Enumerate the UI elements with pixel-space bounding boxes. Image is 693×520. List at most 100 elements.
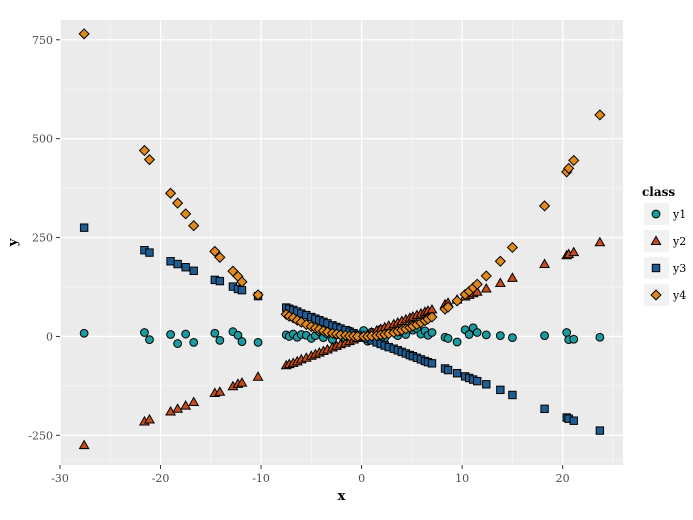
point-y1 xyxy=(237,337,247,346)
panel-background xyxy=(60,20,623,465)
x-tick-label: -30 xyxy=(51,472,69,485)
point-y1 xyxy=(181,329,191,339)
point-y4 xyxy=(138,144,151,157)
point-y4 xyxy=(172,197,184,209)
y-axis-title: y xyxy=(6,238,21,247)
point-y2 xyxy=(568,246,580,257)
point-y3 xyxy=(79,223,89,232)
point-y4 xyxy=(188,220,200,232)
point-y4 xyxy=(568,154,580,167)
point-y4 xyxy=(143,154,156,166)
point-y3 xyxy=(145,248,154,257)
point-y1 xyxy=(569,334,579,344)
point-y1 xyxy=(481,330,491,340)
point-y4 xyxy=(442,301,454,313)
y-tick-label: -250 xyxy=(28,429,53,442)
point-y2 xyxy=(236,377,248,387)
point-y4 xyxy=(480,270,492,282)
legend-label-y1: y1 xyxy=(672,208,686,221)
point-y1 xyxy=(166,330,175,339)
point-y1 xyxy=(173,339,183,348)
point-y2 xyxy=(165,405,177,416)
point-y1 xyxy=(145,335,154,345)
point-y2 xyxy=(144,413,155,424)
y-tick-label: 0 xyxy=(46,330,53,343)
point-y1 xyxy=(472,328,482,337)
point-y2 xyxy=(214,386,226,396)
point-y4 xyxy=(451,295,463,307)
x-tick-label: -10 xyxy=(252,472,270,485)
point-y3 xyxy=(473,376,482,386)
point-y3 xyxy=(181,263,190,272)
point-y1 xyxy=(233,330,243,340)
point-y3 xyxy=(452,369,462,378)
x-tick-label: 10 xyxy=(455,472,469,485)
point-y3 xyxy=(496,385,505,395)
point-y4 xyxy=(78,28,90,40)
x-tick-label: 20 xyxy=(556,472,570,485)
point-y4 xyxy=(506,241,519,254)
point-y1 xyxy=(140,328,149,337)
point-y1 xyxy=(443,334,453,343)
point-y3 xyxy=(569,416,578,425)
legend-title: class xyxy=(642,185,675,199)
point-y3 xyxy=(443,365,453,375)
data-points xyxy=(78,28,606,450)
point-y1 xyxy=(595,332,605,342)
x-tick-label: 0 xyxy=(358,472,365,485)
point-y1 xyxy=(540,331,549,341)
point-y3 xyxy=(215,276,225,286)
y-tick-label: 750 xyxy=(32,34,53,47)
major-gridlines xyxy=(59,20,623,465)
point-y3 xyxy=(427,359,437,368)
legend-key-y3 xyxy=(651,263,661,273)
point-y3 xyxy=(237,285,247,295)
point-y2 xyxy=(539,258,551,269)
point-y1 xyxy=(253,337,263,347)
point-y1 xyxy=(452,337,462,347)
x-tick-label: -20 xyxy=(152,472,170,485)
point-y1 xyxy=(464,330,474,339)
legend-label-y4: y4 xyxy=(672,289,686,302)
point-y4 xyxy=(180,208,192,220)
y-tick-label: 500 xyxy=(32,133,53,146)
legend-key-y1 xyxy=(651,209,661,219)
point-y4 xyxy=(209,245,221,258)
point-y1 xyxy=(79,328,89,338)
point-y3 xyxy=(595,426,605,435)
point-y1 xyxy=(508,333,517,343)
point-y2 xyxy=(506,272,518,282)
x-axis-title: x xyxy=(338,489,346,504)
point-y4 xyxy=(252,289,264,301)
legend: class y1 y2 y3 y4 xyxy=(642,185,686,306)
point-y2 xyxy=(252,371,264,381)
y-tick-label: 250 xyxy=(32,232,53,245)
point-y2 xyxy=(494,277,506,287)
point-y2 xyxy=(188,396,200,407)
point-y1 xyxy=(210,328,220,338)
legend-label-y2: y2 xyxy=(672,235,686,248)
point-y3 xyxy=(508,390,517,400)
point-y1 xyxy=(215,336,225,345)
point-y4 xyxy=(214,251,226,263)
point-y4 xyxy=(538,200,551,212)
point-y1 xyxy=(562,328,572,337)
point-y1 xyxy=(495,331,505,341)
point-y4 xyxy=(594,109,606,121)
point-y4 xyxy=(471,278,483,290)
point-y1 xyxy=(427,328,437,337)
point-y4 xyxy=(236,276,248,288)
point-y2 xyxy=(480,282,492,293)
point-y3 xyxy=(540,404,549,414)
point-y2 xyxy=(172,403,184,413)
point-y2 xyxy=(594,236,606,247)
legend-label-y3: y3 xyxy=(672,262,686,275)
point-y4 xyxy=(494,255,506,267)
point-y3 xyxy=(166,257,175,266)
point-y2 xyxy=(180,400,192,410)
legend-key-y4 xyxy=(650,289,662,301)
point-y1 xyxy=(189,337,199,347)
y-axis-ticks: -250 0 250 500 750 xyxy=(28,34,60,442)
point-y2 xyxy=(78,439,90,450)
